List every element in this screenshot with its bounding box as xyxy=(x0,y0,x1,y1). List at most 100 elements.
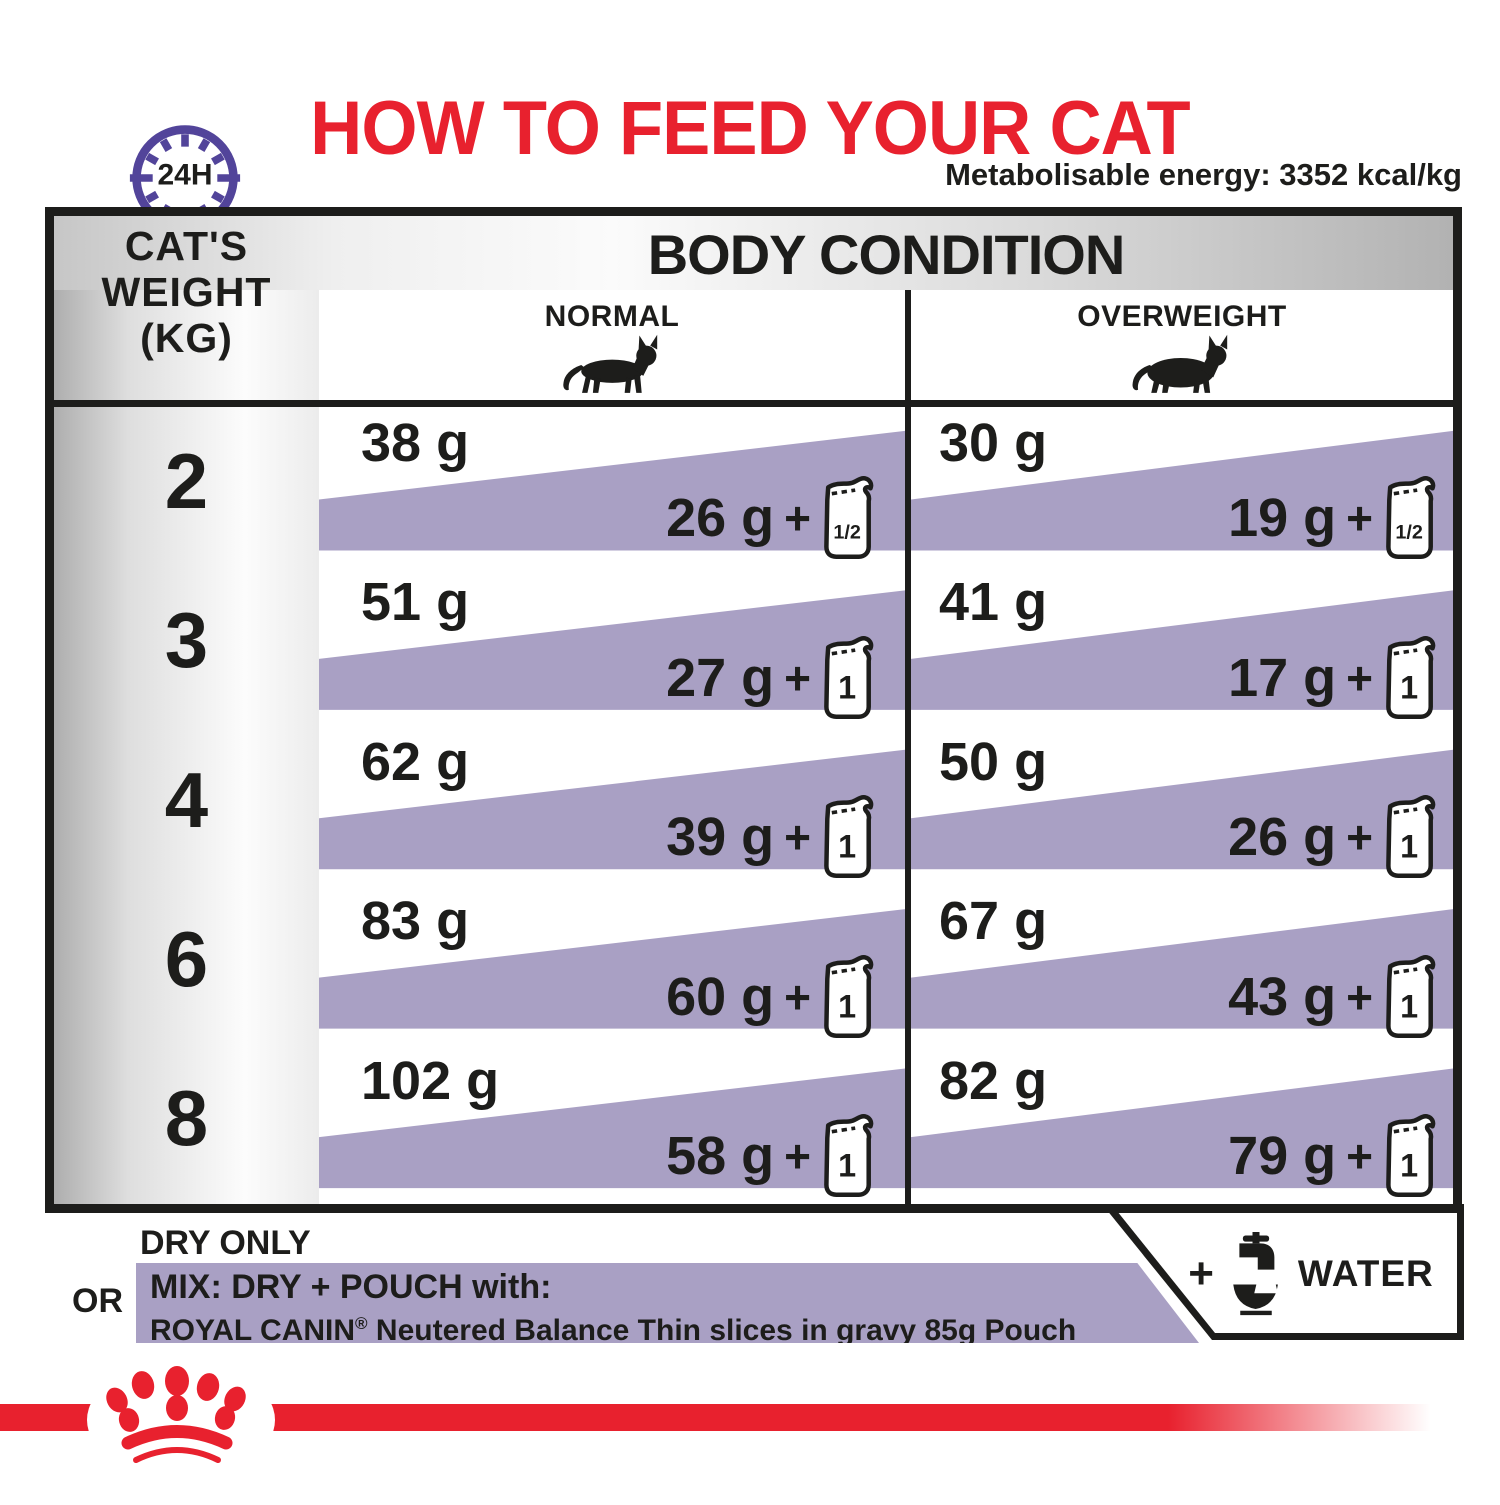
mix-plus: + xyxy=(784,970,811,1023)
table-row: 3 51 g 27 g + 1 41 g 17 g + xyxy=(54,566,1453,725)
pouch-count: 1 xyxy=(1400,670,1418,706)
brand-name: ROYAL CANIN xyxy=(150,1314,356,1347)
pouch-count: 1/2 xyxy=(833,522,861,544)
water-content: + WATER xyxy=(1172,1216,1450,1332)
dry-amount: 50 g xyxy=(939,731,1048,792)
mix-amount: 26 g xyxy=(1228,807,1337,868)
header-divider-line xyxy=(54,400,1453,407)
mix-amount: 19 g xyxy=(1228,488,1337,549)
overweight-label: OVERWEIGHT xyxy=(1077,300,1287,333)
normal-cell: 51 g 27 g + 1 xyxy=(319,566,905,725)
legend-mix-block: MIX: DRY + POUCH with: ROYAL CANIN® Neut… xyxy=(136,1263,1199,1343)
pouch-count: 1 xyxy=(1400,829,1418,865)
registered-mark: ® xyxy=(355,1314,368,1333)
clock-24h-label: 24H xyxy=(157,158,213,192)
normal-cell: 102 g 58 g + 1 xyxy=(319,1045,905,1204)
overweight-cell: 30 g 19 g + 1/2 xyxy=(911,407,1453,566)
royal-canin-crown-logo xyxy=(86,1362,280,1500)
weight-value: 2 xyxy=(164,436,209,525)
mix-group: 79 g + 1 xyxy=(1228,1113,1437,1199)
water-label: WATER xyxy=(1297,1253,1434,1294)
table-rows: 2 38 g 26 g + 1/2 30 g 19 g + xyxy=(54,407,1453,1204)
mix-plus: + xyxy=(784,492,811,545)
mix-amount: 17 g xyxy=(1228,647,1337,708)
overweight-cell: 41 g 17 g + 1 xyxy=(911,566,1453,725)
mix-group: 17 g + 1 xyxy=(1228,635,1437,721)
mix-group: 19 g + 1/2 xyxy=(1228,475,1437,561)
weight-value: 3 xyxy=(164,596,209,685)
pouch-count: 1/2 xyxy=(1395,522,1423,544)
table-row: 2 38 g 26 g + 1/2 30 g 19 g + xyxy=(54,407,1453,566)
pouch-icon: 1 xyxy=(1386,1114,1436,1197)
weight-column-background xyxy=(54,216,319,1204)
weight-header-line3: (KG) xyxy=(140,314,233,361)
mix-group: 26 g + 1 xyxy=(1228,794,1437,880)
water-box-frame xyxy=(1102,1204,1464,1340)
pouch-count: 1 xyxy=(838,829,856,865)
mix-amount: 43 g xyxy=(1228,966,1337,1027)
weight-header-line2: WEIGHT xyxy=(101,268,272,315)
weight-value: 6 xyxy=(164,914,209,1003)
dry-amount: 82 g xyxy=(939,1050,1048,1111)
energy-note: Metabolisable energy: 3352 kcal/kg xyxy=(945,157,1462,192)
dry-amount: 51 g xyxy=(361,572,470,633)
overweight-cell: 67 g 43 g + 1 xyxy=(911,885,1453,1044)
normal-label: NORMAL xyxy=(544,300,680,333)
weight-value: 4 xyxy=(164,755,209,844)
mix-plus: + xyxy=(1346,970,1373,1023)
legend-or: OR xyxy=(72,1282,123,1320)
overweight-cell: 82 g 79 g + 1 xyxy=(911,1045,1453,1204)
weight-header-line1: CAT'S xyxy=(124,223,249,269)
mix-plus: + xyxy=(1346,651,1373,704)
dry-amount: 102 g xyxy=(361,1050,500,1111)
mix-group: 60 g + 1 xyxy=(666,954,875,1040)
mix-amount: 27 g xyxy=(666,647,775,708)
mix-amount: 79 g xyxy=(1228,1126,1337,1187)
table-row: 6 83 g 60 g + 1 67 g 43 g + xyxy=(54,885,1453,1044)
pouch-icon: 1 xyxy=(824,795,874,879)
feeding-table: BODY CONDITION CAT'S WEIGHT (KG) NORMAL … xyxy=(45,207,1462,1213)
pouch-icon: 1/2 xyxy=(824,476,874,560)
pouch-icon: 1 xyxy=(1386,635,1436,719)
normal-cell: 62 g 39 g + 1 xyxy=(319,726,905,885)
mix-group: 58 g + 1 xyxy=(666,1113,875,1199)
column-header-normal: NORMAL xyxy=(319,290,905,400)
dry-amount: 62 g xyxy=(361,731,470,792)
table-row: 8 102 g 58 g + 1 82 g 79 g + xyxy=(54,1045,1453,1204)
mix-plus: + xyxy=(1346,1130,1373,1183)
mix-amount: 39 g xyxy=(666,807,775,868)
mix-plus: + xyxy=(784,1130,811,1183)
legend-mix-line1: MIX: DRY + POUCH with: xyxy=(150,1268,552,1306)
mix-group: 27 g + 1 xyxy=(666,635,875,721)
weight-value: 8 xyxy=(164,1074,209,1163)
mix-amount: 60 g xyxy=(666,966,775,1027)
water-tap-icon xyxy=(1233,1232,1278,1316)
cat-overweight-icon xyxy=(1132,334,1227,393)
pouch-count: 1 xyxy=(1400,1148,1418,1184)
legend-dry-only: DRY ONLY xyxy=(140,1224,311,1262)
weight-column-header: CAT'S WEIGHT (KG) xyxy=(54,223,319,362)
product-name: Neutered Balance Thin slices in gravy 85… xyxy=(367,1314,1077,1347)
body-condition-header: BODY CONDITION xyxy=(647,223,1126,286)
pouch-count: 1 xyxy=(838,670,856,706)
column-header-overweight: OVERWEIGHT xyxy=(911,290,1453,400)
mix-group: 39 g + 1 xyxy=(666,794,875,880)
page-title: HOW TO FEED YOUR CAT xyxy=(310,85,1190,171)
mix-plus: + xyxy=(1346,811,1373,864)
mix-plus: + xyxy=(784,811,811,864)
pouch-icon: 1 xyxy=(824,635,874,719)
pouch-icon: 1 xyxy=(1386,795,1436,879)
table-row: 4 62 g 39 g + 1 50 g 26 g + xyxy=(54,726,1453,885)
mix-group: 26 g + 1/2 xyxy=(666,475,875,561)
overweight-cell: 50 g 26 g + 1 xyxy=(911,726,1453,885)
water-plus: + xyxy=(1188,1249,1214,1298)
dry-amount: 83 g xyxy=(361,891,470,952)
mix-plus: + xyxy=(784,651,811,704)
dry-amount: 67 g xyxy=(939,891,1048,952)
mix-amount: 26 g xyxy=(666,488,775,549)
legend-mix-line2: ROYAL CANIN® Neutered Balance Thin slice… xyxy=(150,1306,1199,1347)
pouch-count: 1 xyxy=(1400,988,1418,1024)
water-box: + WATER xyxy=(1098,1204,1464,1340)
mix-amount: 58 g xyxy=(666,1126,775,1187)
